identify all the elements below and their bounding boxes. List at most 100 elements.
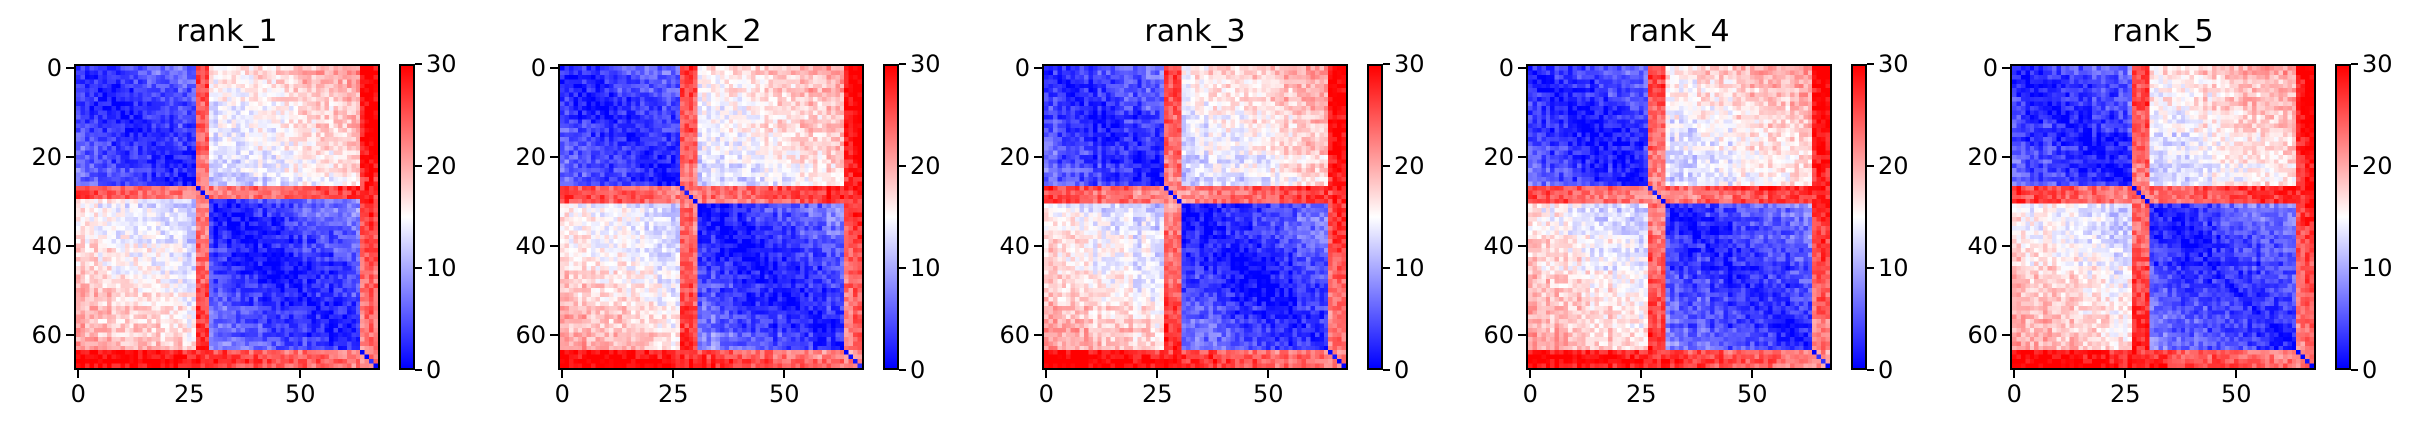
heatmap-panel: rank_5 0 20 40 60 0 25 50 0 10 20 30 bbox=[1950, 0, 2417, 438]
x-tick-mark bbox=[1156, 370, 1159, 378]
x-tick-label: 0 bbox=[554, 380, 570, 408]
y-tick-mark bbox=[1518, 244, 1526, 247]
heatmap bbox=[74, 64, 380, 370]
x-tick-mark bbox=[77, 370, 80, 378]
y-tick-mark bbox=[1518, 156, 1526, 159]
x-tick-mark bbox=[561, 370, 564, 378]
colorbar bbox=[1367, 64, 1383, 370]
x-tick-label: 50 bbox=[1736, 380, 1768, 408]
colorbar bbox=[2335, 64, 2351, 370]
heatmap-panel: rank_2 0 20 40 60 0 25 50 0 10 20 30 bbox=[498, 0, 981, 438]
colorbar-tick-mark bbox=[1383, 267, 1390, 269]
y-tick-mark bbox=[1034, 244, 1042, 247]
colorbar-tick-mark bbox=[899, 165, 906, 167]
y-tick-mark bbox=[66, 333, 74, 336]
y-tick-label: 20 bbox=[1967, 143, 1998, 172]
y-tick-mark bbox=[1034, 156, 1042, 159]
colorbar-tick-label: 20 bbox=[1878, 152, 1909, 180]
y-tick-mark bbox=[1518, 67, 1526, 70]
heatmap bbox=[1526, 64, 1832, 370]
colorbar-tick-label: 10 bbox=[1878, 254, 1909, 282]
colorbar-tick-mark bbox=[1867, 267, 1874, 269]
heatmap-canvas bbox=[76, 66, 378, 368]
heatmap-canvas bbox=[1044, 66, 1346, 368]
colorbar-tick-label: 20 bbox=[426, 152, 457, 180]
y-tick-mark bbox=[1034, 67, 1042, 70]
colorbar-tick-label: 0 bbox=[910, 356, 926, 384]
y-tick-mark bbox=[550, 156, 558, 159]
heatmap-canvas bbox=[560, 66, 862, 368]
chart-title: rank_1 bbox=[176, 14, 278, 49]
colorbar-tick-mark bbox=[1383, 369, 1390, 371]
y-tick-label: 20 bbox=[515, 143, 546, 172]
colorbar-tick-label: 30 bbox=[1394, 50, 1425, 78]
colorbar-tick-label: 20 bbox=[910, 152, 941, 180]
x-tick-mark bbox=[672, 370, 675, 378]
heatmap bbox=[2010, 64, 2316, 370]
colorbar-tick-mark bbox=[2351, 165, 2358, 167]
x-tick-label: 25 bbox=[657, 380, 689, 408]
colorbar bbox=[883, 64, 899, 370]
colorbar-tick-label: 0 bbox=[1394, 356, 1410, 384]
colorbar-tick-mark bbox=[415, 63, 422, 65]
colorbar-tick-label: 30 bbox=[2362, 50, 2393, 78]
heatmap-panel: rank_3 0 20 40 60 0 25 50 0 10 20 30 bbox=[982, 0, 1465, 438]
chart-title: rank_5 bbox=[2112, 14, 2214, 49]
x-tick-label: 25 bbox=[2109, 380, 2141, 408]
heatmap bbox=[558, 64, 864, 370]
x-tick-mark bbox=[2235, 370, 2238, 378]
x-tick-mark bbox=[299, 370, 302, 378]
x-tick-mark bbox=[2124, 370, 2127, 378]
colorbar-tick-label: 0 bbox=[1878, 356, 1894, 384]
colorbar-tick-label: 20 bbox=[1394, 152, 1425, 180]
x-tick-mark bbox=[1045, 370, 1048, 378]
chart-title: rank_3 bbox=[1144, 14, 1246, 49]
x-tick-label: 50 bbox=[284, 380, 316, 408]
y-tick-label: 60 bbox=[999, 320, 1030, 349]
y-tick-mark bbox=[550, 333, 558, 336]
x-tick-label: 0 bbox=[1522, 380, 1538, 408]
y-tick-mark bbox=[2002, 156, 2010, 159]
x-tick-mark bbox=[188, 370, 191, 378]
x-tick-mark bbox=[783, 370, 786, 378]
x-tick-mark bbox=[1640, 370, 1643, 378]
x-tick-label: 50 bbox=[768, 380, 800, 408]
colorbar-tick-mark bbox=[1867, 165, 1874, 167]
y-tick-mark bbox=[66, 244, 74, 247]
y-tick-label: 60 bbox=[1483, 320, 1514, 349]
heatmap bbox=[1042, 64, 1348, 370]
y-tick-label: 60 bbox=[1967, 320, 1998, 349]
y-tick-label: 20 bbox=[31, 143, 62, 172]
y-tick-label: 40 bbox=[1967, 231, 1998, 260]
y-tick-label: 40 bbox=[31, 231, 62, 260]
colorbar-tick-label: 30 bbox=[910, 50, 941, 78]
y-tick-label: 0 bbox=[530, 54, 546, 83]
heatmap-canvas bbox=[2012, 66, 2314, 368]
colorbar-tick-mark bbox=[415, 267, 422, 269]
x-tick-label: 25 bbox=[1141, 380, 1173, 408]
colorbar-tick-mark bbox=[1867, 369, 1874, 371]
x-tick-label: 0 bbox=[1038, 380, 1054, 408]
x-tick-mark bbox=[1529, 370, 1532, 378]
colorbar-tick-mark bbox=[2351, 369, 2358, 371]
y-tick-label: 0 bbox=[1014, 54, 1030, 83]
y-tick-label: 0 bbox=[46, 54, 62, 83]
heatmap-canvas bbox=[1528, 66, 1830, 368]
x-tick-mark bbox=[1267, 370, 1270, 378]
colorbar-tick-mark bbox=[899, 63, 906, 65]
chart-title: rank_4 bbox=[1628, 14, 1730, 49]
y-tick-mark bbox=[1034, 333, 1042, 336]
heatmap-panel: rank_1 0 20 40 60 0 25 50 0 10 20 30 bbox=[14, 0, 497, 438]
colorbar bbox=[399, 64, 415, 370]
colorbar-tick-mark bbox=[2351, 267, 2358, 269]
x-tick-label: 25 bbox=[1625, 380, 1657, 408]
x-tick-label: 0 bbox=[70, 380, 86, 408]
colorbar-tick-label: 10 bbox=[2362, 254, 2393, 282]
colorbar-tick-label: 10 bbox=[426, 254, 457, 282]
colorbar-tick-label: 0 bbox=[426, 356, 442, 384]
y-tick-mark bbox=[2002, 67, 2010, 70]
y-tick-mark bbox=[2002, 333, 2010, 336]
colorbar-tick-label: 20 bbox=[2362, 152, 2393, 180]
y-tick-label: 0 bbox=[1498, 54, 1514, 83]
y-tick-label: 20 bbox=[1483, 143, 1514, 172]
